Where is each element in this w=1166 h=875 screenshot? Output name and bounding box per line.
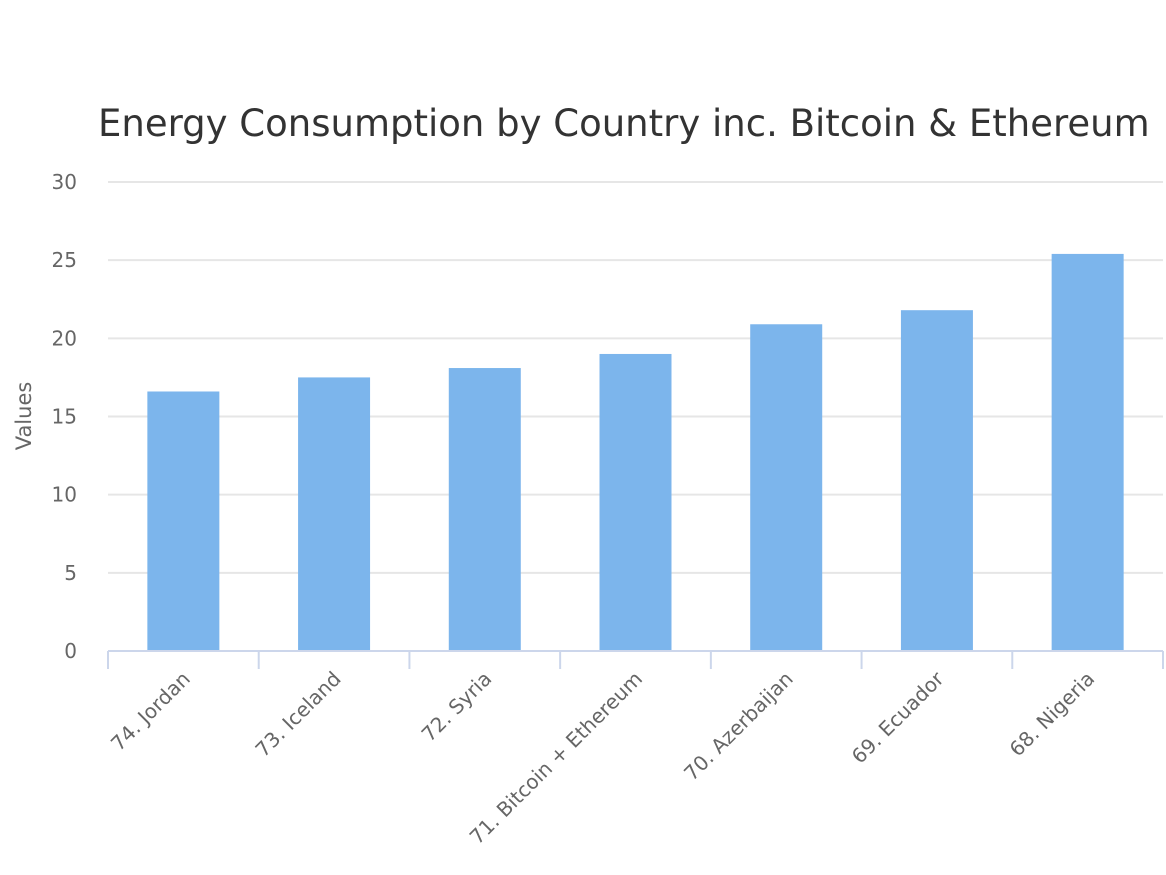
x-tick-label: 72. Syria	[417, 667, 497, 747]
bar[interactable]	[448, 368, 521, 651]
bars	[147, 253, 1124, 651]
y-axis-ticks: 0 5 10 15 20 25 30	[52, 170, 77, 663]
bar[interactable]	[750, 324, 823, 651]
y-tick-label: 30	[52, 170, 77, 194]
bar[interactable]	[1051, 253, 1124, 651]
y-tick-label: 15	[52, 405, 77, 429]
chart-title: Energy Consumption by Country inc. Bitco…	[98, 102, 1150, 145]
bar[interactable]	[298, 377, 371, 651]
y-tick-label: 5	[64, 561, 77, 585]
x-tick-label: 69. Ecuador	[847, 666, 949, 768]
y-tick-label: 25	[52, 248, 77, 272]
x-tick-label: 73. Iceland	[250, 667, 345, 762]
x-tick-label: 74. Jordan	[106, 667, 195, 756]
x-tick-label: 68. Nigeria	[1005, 667, 1100, 762]
x-tick-label: 71. Bitcoin + Ethereum	[465, 667, 647, 849]
bar[interactable]	[900, 310, 973, 651]
y-tick-label: 0	[64, 639, 77, 663]
bar[interactable]	[599, 353, 672, 651]
y-tick-label: 10	[52, 483, 77, 507]
x-axis	[107, 650, 1164, 669]
bar[interactable]	[147, 391, 220, 651]
x-tick-label: 70. Azerbaijan	[679, 667, 798, 786]
y-axis-title: Values	[12, 382, 36, 451]
y-tick-label: 20	[52, 326, 77, 350]
